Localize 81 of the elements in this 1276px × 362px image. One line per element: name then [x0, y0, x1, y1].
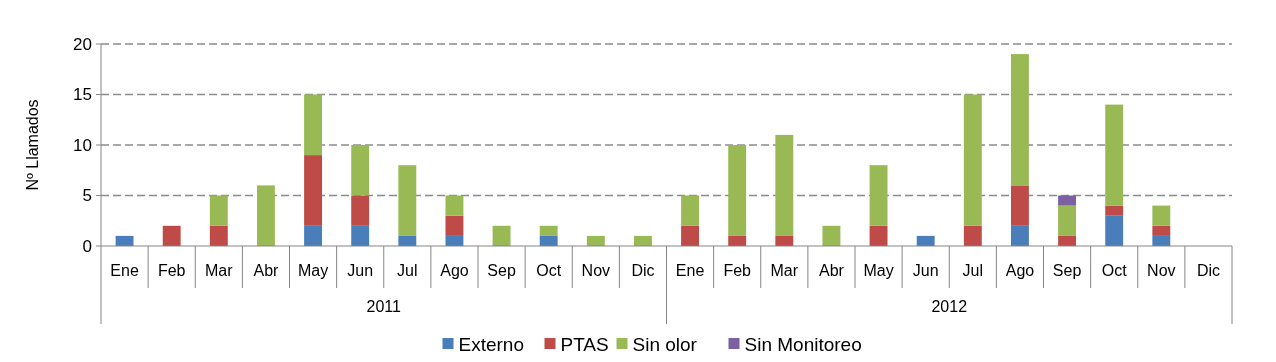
- bar: [351, 145, 370, 196]
- bar: [1058, 205, 1077, 236]
- bar: [963, 225, 982, 246]
- bar: [1010, 225, 1029, 246]
- legend-label: Sin Monitoreo: [744, 333, 862, 355]
- bar: [681, 225, 700, 246]
- bar: [586, 235, 605, 246]
- x-tick-label: Ene: [110, 261, 139, 279]
- text: 2011: [366, 297, 402, 315]
- bar: [162, 225, 181, 246]
- bar: [1105, 205, 1124, 216]
- bar: [398, 165, 417, 236]
- x-tick-label: Oct: [1101, 261, 1128, 279]
- legend-label: PTAS: [560, 333, 609, 355]
- x-tick-label: Oct: [536, 261, 562, 279]
- x-tick-label: Ago: [440, 261, 469, 279]
- bar: [1152, 235, 1171, 246]
- x-tick-label: Sep: [1052, 261, 1082, 279]
- x-tick-label: Ago: [1005, 261, 1035, 279]
- x-tick-label: Abr: [253, 261, 280, 279]
- bar: [775, 134, 794, 236]
- x-tick-label: Sep: [487, 261, 516, 279]
- bar: [115, 235, 134, 246]
- y-axis-title: Nº Llamados: [24, 99, 41, 191]
- x-tick-label: Mar: [770, 261, 799, 279]
- x-tick-label: Jul: [397, 261, 418, 279]
- y-tick-label: 15: [73, 85, 92, 105]
- bar: [728, 145, 747, 236]
- bar: [539, 225, 558, 236]
- y-tick-label: 5: [82, 186, 92, 206]
- bar: [351, 225, 370, 246]
- legend-label: Sin olor: [632, 333, 698, 355]
- x-tick-label: Feb: [157, 261, 186, 279]
- bar: [1058, 235, 1077, 246]
- bar: [869, 165, 888, 226]
- x-tick-label: Nov: [581, 261, 611, 279]
- bar: [1152, 225, 1171, 236]
- bar: [822, 225, 841, 246]
- bar: [256, 185, 275, 246]
- x-tick-label: Feb: [723, 261, 752, 279]
- bar: [304, 155, 323, 226]
- bar: [539, 235, 558, 246]
- bar: [209, 225, 228, 246]
- bar: [492, 225, 511, 246]
- bar: [633, 235, 652, 246]
- bar: [209, 195, 228, 226]
- x-tick-label: Ene: [675, 261, 705, 279]
- bar: [1010, 185, 1029, 226]
- bar: [398, 235, 417, 246]
- bar: [916, 235, 935, 246]
- bar: [963, 94, 982, 226]
- bar: [1152, 205, 1171, 226]
- bar: [304, 94, 323, 156]
- y-tick-label: 10: [73, 135, 92, 155]
- x-tick-label: Jun: [912, 261, 939, 279]
- x-tick-label: Nov: [1147, 261, 1176, 279]
- bar: [1105, 104, 1124, 206]
- x-tick-label: Mar: [205, 261, 234, 279]
- x-tick-label: Dic: [631, 261, 655, 279]
- bar: [1105, 215, 1124, 246]
- x-tick-label: Dic: [1196, 261, 1220, 279]
- x-tick-label: Abr: [818, 261, 845, 279]
- x-tick-label: May: [863, 261, 894, 279]
- x-tick-label: Jun: [347, 261, 374, 279]
- legend-label: Externo: [458, 333, 524, 355]
- bar: [351, 195, 370, 226]
- y-tick-label: 20: [73, 34, 92, 54]
- text: 2012: [931, 297, 968, 315]
- bar: [1010, 54, 1029, 186]
- y-tick-label: 0: [82, 236, 92, 256]
- bar: [681, 195, 700, 226]
- bar: [869, 225, 888, 246]
- x-tick-label: Jul: [962, 261, 984, 279]
- bar: [445, 215, 464, 236]
- bar: [445, 195, 464, 216]
- bar: [304, 225, 323, 246]
- bar: [728, 235, 747, 246]
- bar: [775, 235, 794, 246]
- x-tick-label: May: [297, 261, 329, 279]
- bar: [445, 235, 464, 246]
- bar: [1058, 195, 1077, 206]
